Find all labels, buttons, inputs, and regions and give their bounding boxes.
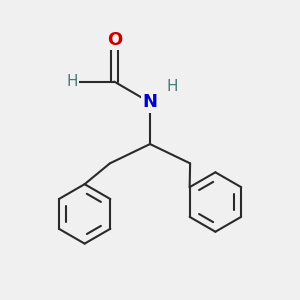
Text: H: H — [67, 74, 79, 89]
Text: N: N — [142, 93, 158, 111]
Text: O: O — [107, 31, 122, 49]
Text: H: H — [167, 79, 178, 94]
